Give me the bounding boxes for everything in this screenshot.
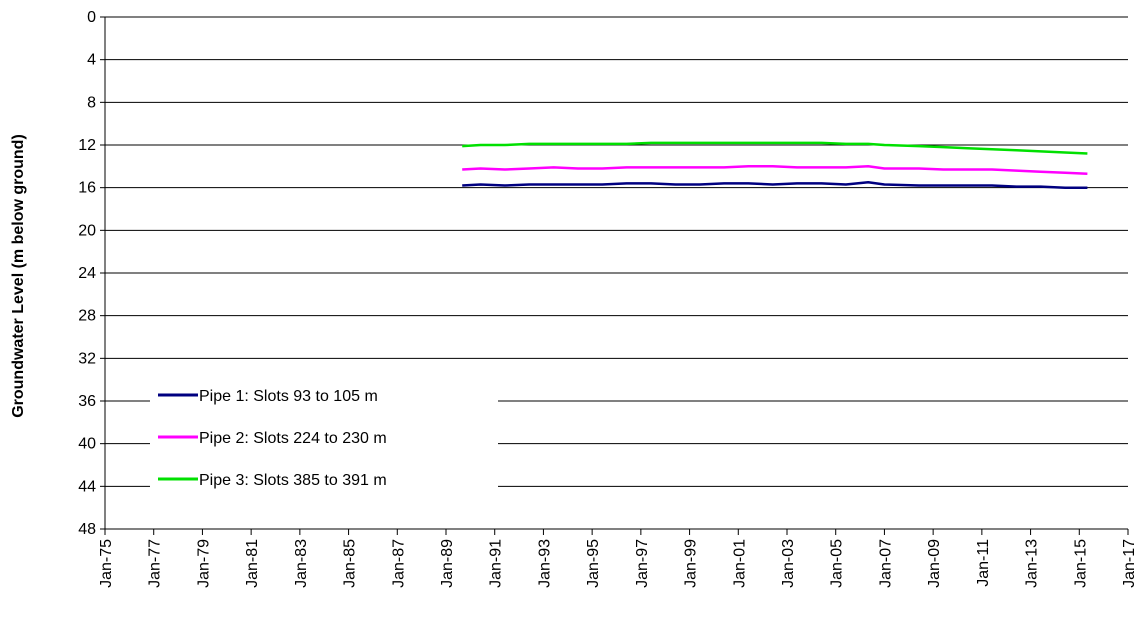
x-tick-label: Jan-01 <box>731 539 748 588</box>
y-tick-label: 28 <box>78 308 96 325</box>
x-tick-label: Jan-07 <box>877 539 894 588</box>
x-tick-label: Jan-83 <box>293 539 310 588</box>
x-tick-label: Jan-09 <box>926 539 943 588</box>
x-tick-label: Jan-99 <box>683 539 700 588</box>
legend-label-pipe-1: Pipe 1: Slots 93 to 105 m <box>199 388 378 405</box>
x-tick-label: Jan-75 <box>98 539 115 588</box>
x-tick-label: Jan-91 <box>488 539 505 588</box>
x-tick-label: Jan-77 <box>147 539 164 588</box>
x-tick-label: Jan-93 <box>536 539 553 588</box>
series-line-pipe-2 <box>462 165 1088 176</box>
y-tick-label: 0 <box>87 9 96 26</box>
y-tick-label: 8 <box>87 94 96 111</box>
series-line-pipe-3 <box>462 141 1088 155</box>
x-tick-label: Jan-17 <box>1121 539 1136 588</box>
x-tick-labels: Jan-75 Jan-77 Jan-79 Jan-81 Jan-83 Jan-85 Jan-… <box>98 539 1136 588</box>
x-tick-label: Jan-95 <box>585 539 602 588</box>
y-tick-label: 12 <box>78 137 96 154</box>
x-tick-label: Jan-81 <box>244 539 261 588</box>
x-tick-label: Jan-85 <box>342 539 359 588</box>
x-tick-label: Jan-87 <box>390 539 407 588</box>
x-tick-label: Jan-05 <box>829 539 846 588</box>
y-tick-label: 40 <box>78 436 96 453</box>
y-tick-label: 36 <box>78 393 96 410</box>
y-tick-label: 44 <box>78 478 96 495</box>
legend-label-pipe-2: Pipe 2: Slots 224 to 230 m <box>199 430 387 447</box>
x-tick-label: Jan-79 <box>195 539 212 588</box>
y-tick-label: 24 <box>78 265 96 282</box>
x-tick-label: Jan-11 <box>975 539 992 587</box>
series-line-pipe-1 <box>462 181 1088 189</box>
x-tick-label: Jan-97 <box>634 539 651 588</box>
legend: Pipe 1: Slots 93 to 105 m Pipe 2: Slots 2… <box>150 377 498 501</box>
legend-label-pipe-3: Pipe 3: Slots 385 to 391 m <box>199 472 387 489</box>
axes <box>100 16 1129 535</box>
x-tick-label: Jan-89 <box>439 539 456 588</box>
y-tick-label: 16 <box>78 180 96 197</box>
x-tick-label: Jan-03 <box>780 539 797 588</box>
y-tick-label: 32 <box>78 350 96 367</box>
y-tick-label: 4 <box>87 52 96 69</box>
x-tick-label: Jan-15 <box>1072 539 1089 588</box>
y-tick-label: 48 <box>78 521 96 538</box>
series-lines <box>462 141 1088 189</box>
y-axis-title: Groundwater Level (m below ground) <box>10 134 27 418</box>
x-tick-label: Jan-13 <box>1024 539 1041 588</box>
legend-box <box>150 377 498 501</box>
y-tick-label: 20 <box>78 222 96 239</box>
